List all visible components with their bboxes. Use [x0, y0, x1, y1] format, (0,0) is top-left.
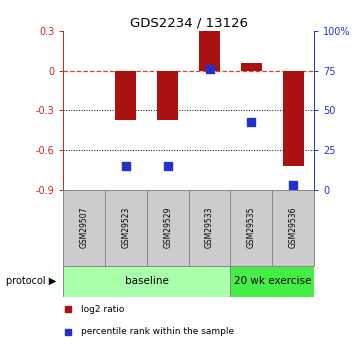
Bar [63, 266, 230, 297]
Bar [241, 63, 262, 71]
Text: log2 ratio: log2 ratio [81, 305, 124, 314]
Bar [147, 190, 188, 266]
Bar [199, 31, 220, 71]
Bar [230, 190, 272, 266]
Bar [157, 71, 178, 120]
Point [165, 163, 171, 169]
Text: GSM29536: GSM29536 [289, 207, 298, 248]
Text: GSM29523: GSM29523 [121, 207, 130, 248]
Bar [116, 71, 136, 120]
Point [290, 182, 296, 188]
Text: percentile rank within the sample: percentile rank within the sample [81, 327, 234, 336]
Bar [272, 190, 314, 266]
Point [248, 119, 254, 124]
Title: GDS2234 / 13126: GDS2234 / 13126 [130, 17, 248, 30]
Text: GSM29507: GSM29507 [79, 207, 88, 248]
Bar [105, 190, 147, 266]
Point [206, 66, 212, 72]
Text: GSM29529: GSM29529 [163, 207, 172, 248]
Text: GSM29533: GSM29533 [205, 207, 214, 248]
Text: protocol ▶: protocol ▶ [6, 276, 56, 286]
Bar [63, 190, 105, 266]
Bar [189, 190, 230, 266]
Point [123, 163, 129, 169]
Text: baseline: baseline [125, 276, 169, 286]
Bar [283, 71, 304, 166]
Text: 20 wk exercise: 20 wk exercise [234, 276, 311, 286]
Text: GSM29535: GSM29535 [247, 207, 256, 248]
Bar [230, 266, 314, 297]
